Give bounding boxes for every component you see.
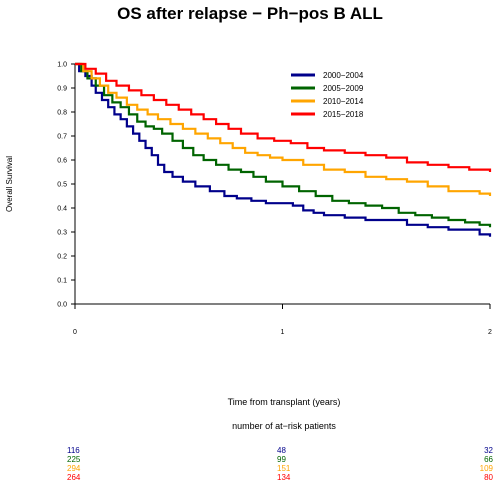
series-line-1 xyxy=(75,62,492,237)
y-tick-label: 0.8 xyxy=(57,110,67,117)
y-tick-label: 0.3 xyxy=(57,230,67,237)
chart-title: OS after relapse − Ph−pos B ALL xyxy=(117,4,383,23)
x-axis-label: Time from transplant (years) xyxy=(227,397,341,407)
at-risk-count: 225 xyxy=(67,455,81,464)
survival-chart: 0.0 0.1 0.2 0.3 0.4 0.5 0.6 0.7 0.8 0.9 1.0 0 1 2 Over… xyxy=(5,62,492,337)
y-tick-label: 0.5 xyxy=(57,182,67,189)
series-line-2 xyxy=(75,62,492,228)
y-tick-label: 0.9 xyxy=(57,86,67,93)
y-tick-label: 0.1 xyxy=(57,278,67,285)
at-risk-title: number of at−risk patients xyxy=(232,421,336,431)
series-line-4 xyxy=(75,62,492,172)
y-tick-label: 0.0 xyxy=(57,302,67,309)
at-risk-count: 66 xyxy=(484,455,493,464)
y-tick-label: 0.7 xyxy=(57,134,67,141)
x-tick-label: 2 xyxy=(488,329,492,336)
legend-label-3: 2010−2014 xyxy=(323,97,364,106)
series-line-3 xyxy=(75,62,492,196)
y-axis-label: Overall Survival xyxy=(5,156,14,212)
at-risk-count: 116 xyxy=(67,446,80,455)
at-risk-count: 32 xyxy=(484,446,493,455)
y-tick-label: 0.4 xyxy=(57,206,67,213)
x-tick-label: 1 xyxy=(281,329,285,336)
y-tick-label: 0.2 xyxy=(57,254,67,261)
at-risk-count: 99 xyxy=(277,455,286,464)
legend-label-1: 2000−2004 xyxy=(323,71,364,80)
legend-label-4: 2015−2018 xyxy=(323,110,364,119)
at-risk-count: 48 xyxy=(277,446,286,455)
y-tick-label: 0.6 xyxy=(57,158,67,165)
at-risk-count: 134 xyxy=(277,473,291,482)
x-tick-label: 0 xyxy=(73,329,77,336)
legend-label-2: 2005−2009 xyxy=(323,84,364,93)
y-tick-label: 1.0 xyxy=(57,62,67,69)
at-risk-count: 264 xyxy=(67,473,81,482)
at-risk-count: 80 xyxy=(484,473,493,482)
